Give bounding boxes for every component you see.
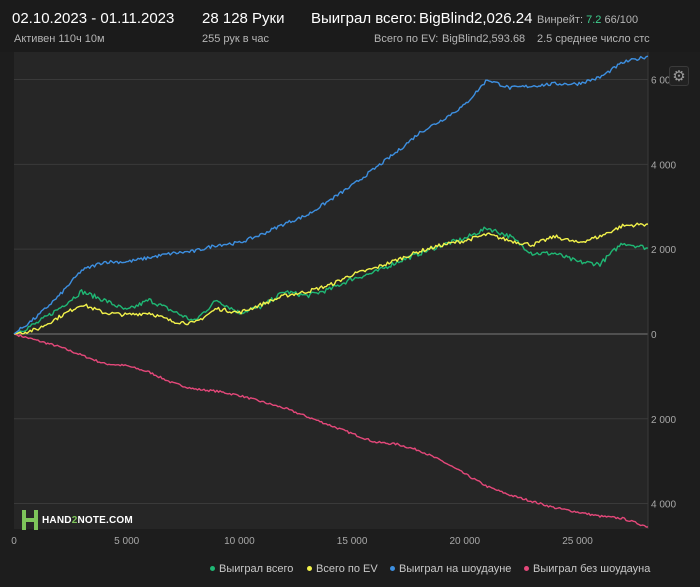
- ev-label: Всего по EV:: [374, 33, 439, 45]
- x-tick-label: 5 000: [114, 536, 139, 547]
- x-tick-label: 0: [11, 536, 17, 547]
- won-total-value: BigBlind2,026.24: [419, 10, 533, 27]
- legend-dot: [210, 566, 215, 571]
- y-tick-label: 2 000: [651, 415, 676, 426]
- winrate: Винрейт: 7.2 66/100: [537, 14, 697, 26]
- plot-area: [14, 52, 648, 529]
- ev-value: BigBlind2,593.68: [442, 33, 526, 45]
- winrate-per-100: 66/100: [604, 14, 639, 26]
- hands-per-hour: 255 рук в час: [202, 33, 270, 45]
- date-range[interactable]: 02.10.2023 - 01.11.2023: [12, 10, 175, 27]
- series-line-ev: [13, 222, 649, 335]
- hands-count: 28 128 Руки: [202, 10, 285, 27]
- active-time: Активен 110ч 10м: [14, 33, 105, 45]
- legend-item-non-showdown[interactable]: Выиграл без шоудауна: [524, 563, 650, 575]
- y-tick-label: 6 000: [651, 76, 676, 87]
- logo-text-two: 2: [71, 514, 78, 526]
- series-line-won-total: [13, 226, 649, 335]
- winrate-value: 7.2: [586, 14, 602, 26]
- summary-header: 02.10.2023 - 01.11.2023 Активен 110ч 10м…: [0, 0, 700, 52]
- legend-dot: [524, 566, 529, 571]
- winrate-label: Винрейт:: [537, 14, 584, 26]
- x-tick-label: 15 000: [337, 536, 368, 547]
- series-line-non-showdown: [13, 333, 649, 528]
- logo-text-note: NOTE.COM: [77, 514, 133, 526]
- legend-item-ev[interactable]: Всего по EV: [307, 563, 378, 575]
- logo-text: HAND2NOTE.COM: [42, 515, 133, 526]
- series-line-showdown: [13, 55, 649, 335]
- x-tick-label: 10 000: [224, 536, 255, 547]
- legend-dot: [390, 566, 395, 571]
- legend-label: Выиграл на шоудауне: [399, 563, 512, 575]
- gear-icon[interactable]: ⚙: [669, 66, 689, 86]
- chart-legend: Выиграл всего Всего по EV Выиграл на шоу…: [0, 561, 700, 579]
- x-tick-label: 20 000: [449, 536, 480, 547]
- legend-label: Выиграл без шоудауна: [533, 563, 651, 575]
- legend-item-won-total[interactable]: Выиграл всего: [210, 563, 293, 575]
- legend-item-showdown[interactable]: Выиграл на шоудауне: [390, 563, 511, 575]
- hand2note-logo-icon: [22, 510, 38, 530]
- winnings-chart: 6 000 4 000 2 000 0 2 000 4 000 0 5 000 10 000 15…: [11, 52, 676, 547]
- legend-label: Выиграл всего: [219, 563, 294, 575]
- legend-label: Всего по EV: [316, 563, 378, 575]
- avg-stack: 2.5 среднее число стс: [537, 33, 650, 45]
- y-tick-label: 4 000: [651, 160, 676, 171]
- hand2note-logo: HAND2NOTE.COM: [22, 509, 133, 531]
- y-tick-label: 0: [651, 330, 657, 341]
- logo-text-hand: HAND: [42, 514, 72, 526]
- y-tick-label: 4 000: [651, 500, 676, 511]
- x-tick-label: 25 000: [562, 536, 593, 547]
- y-tick-label: 2 000: [651, 245, 676, 256]
- won-total-label: Выиграл всего:: [311, 10, 417, 27]
- legend-dot: [307, 566, 312, 571]
